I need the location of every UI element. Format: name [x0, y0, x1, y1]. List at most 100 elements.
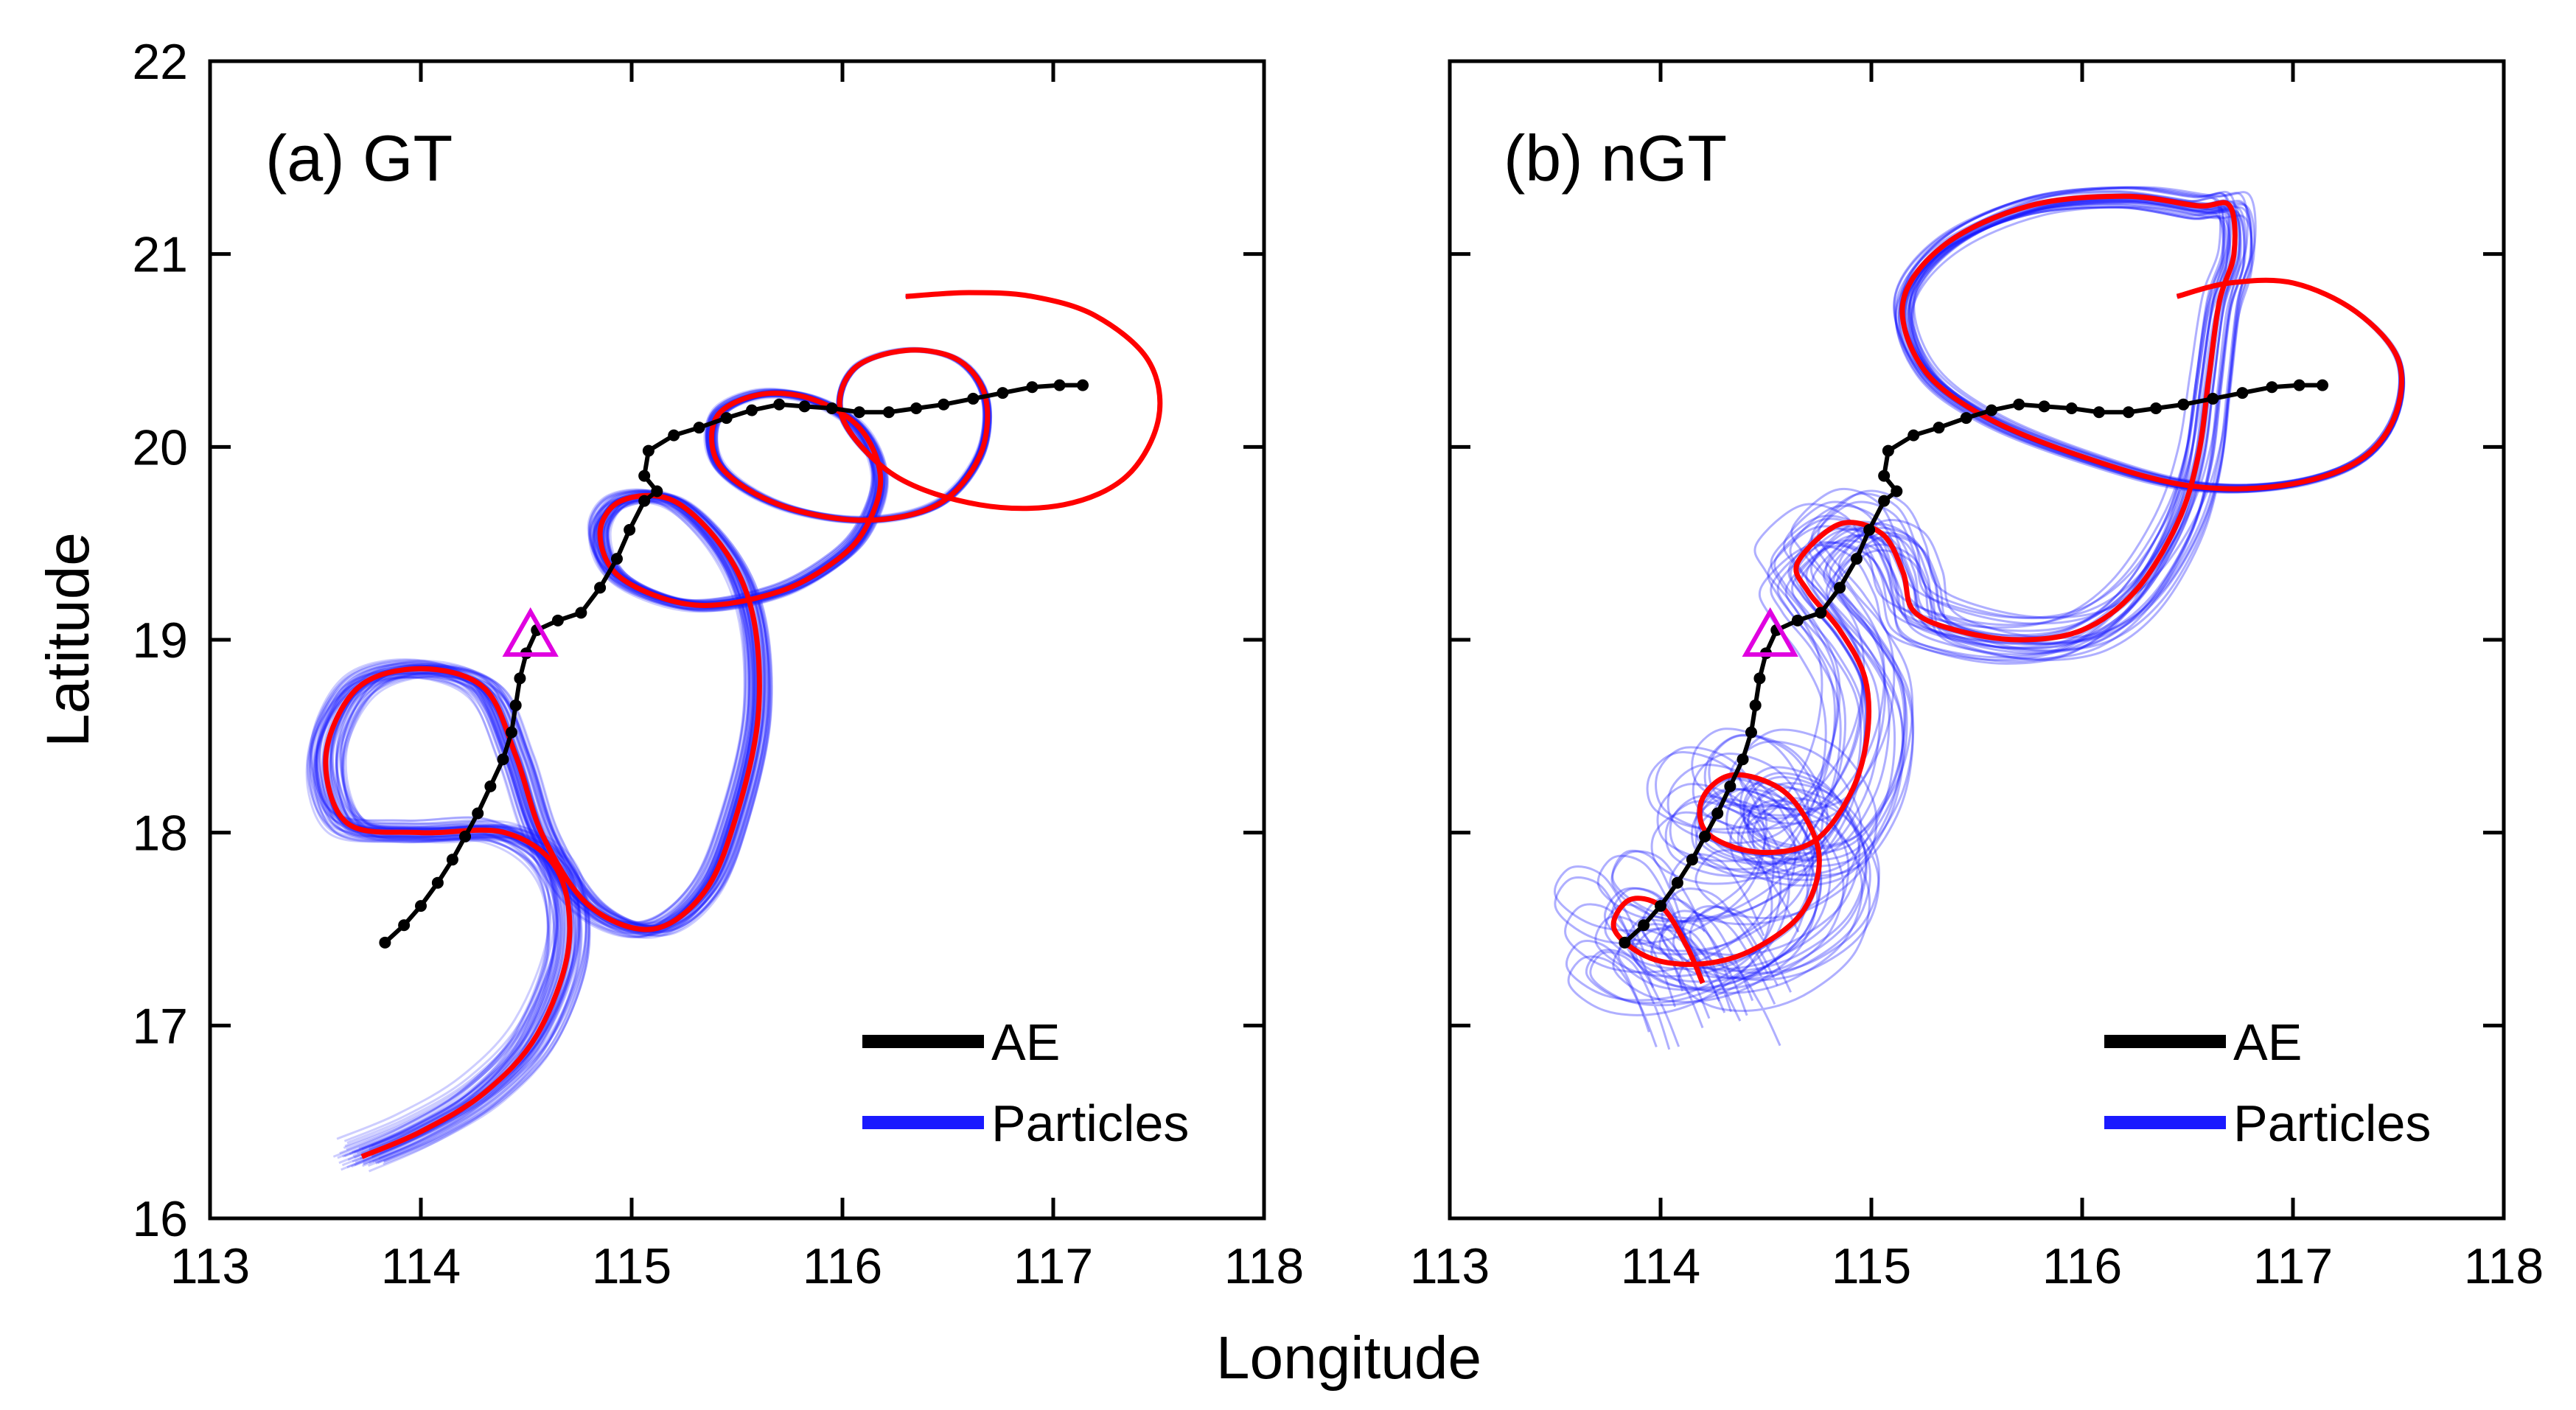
- ae-track-point: [825, 402, 838, 414]
- ae-track-point: [505, 726, 517, 739]
- particle-trajectory: [1611, 186, 2404, 936]
- y-tick-label: 22: [132, 34, 188, 90]
- ae-track-point: [720, 412, 733, 425]
- x-tick-label: 113: [1410, 1238, 1490, 1294]
- ae-track-point: [431, 876, 444, 889]
- x-tick-label: 113: [170, 1238, 250, 1294]
- ae-track-point: [1686, 854, 1698, 866]
- ae-track-point: [642, 444, 655, 457]
- mean-trajectory: [323, 290, 1163, 1159]
- ae-track-point: [1711, 807, 1724, 820]
- ae-track-point: [1619, 936, 1631, 949]
- ae-track-point: [2266, 381, 2278, 394]
- plot-area-ngt: [1554, 186, 2406, 1050]
- ae-track-point: [1026, 381, 1039, 394]
- ticks-ngt: 113 114 115 116 117 118: [1410, 59, 2544, 1294]
- y-tick-label: 20: [132, 419, 188, 475]
- particle-trajectory: [1554, 189, 2401, 957]
- ae-track-point: [1753, 672, 1766, 685]
- ae-track-point: [2317, 379, 2329, 391]
- panel-label-gt: (a) GT: [265, 122, 453, 195]
- ae-track-point: [1699, 830, 1711, 842]
- axes-frame-gt: [208, 59, 1266, 1221]
- ae-track-point: [910, 402, 923, 414]
- ticks-gt: 113 114 115 116 117 118 16 17 18 19 20 21 22: [132, 34, 1304, 1294]
- ae-track-point: [551, 614, 564, 627]
- panel-ngt: 113 114 115 116 117 118 (b) nGT AE Particles: [1410, 59, 2544, 1294]
- legend-gt: AE Particles: [862, 1013, 1189, 1152]
- ae-track-point: [1960, 412, 1972, 425]
- ae-track-point: [693, 422, 705, 434]
- ae-track-point: [610, 553, 623, 565]
- particle-trajectory: [1594, 199, 2403, 1008]
- ae-track-point: [1882, 444, 1894, 457]
- ae-track-point: [379, 936, 391, 949]
- particle-trajectory: [1617, 200, 2403, 1019]
- ae-track-point: [1834, 582, 1846, 594]
- ae-track-point: [1736, 753, 1749, 766]
- ae-track-point: [798, 400, 811, 413]
- particle-trajectory: [1603, 193, 2402, 974]
- particle-trajectories: [1554, 186, 2406, 1050]
- ae-track-point: [1749, 699, 1762, 711]
- particle-trajectory: [1678, 206, 2405, 1047]
- ae-track-point: [497, 753, 509, 766]
- ae-track-point: [1671, 876, 1683, 889]
- ae-track-point: [1907, 429, 1920, 442]
- ae-track-point: [2150, 402, 2163, 414]
- x-tick-label: 116: [2042, 1238, 2122, 1294]
- ae-track-point: [638, 470, 651, 482]
- y-tick-label: 18: [132, 806, 188, 862]
- ae-track-point: [1815, 607, 1827, 619]
- ae-track-point: [2122, 406, 2135, 419]
- ae-track-point: [415, 900, 427, 912]
- x-tick-label: 114: [381, 1238, 461, 1294]
- ae-track-point: [2013, 398, 2025, 411]
- ae-track-point: [1077, 379, 1089, 391]
- y-tick-label: 16: [132, 1191, 188, 1247]
- x-tick-label: 115: [1832, 1238, 1911, 1294]
- ae-track-point: [459, 830, 472, 842]
- y-tick-label: 21: [132, 227, 188, 283]
- ae-track-point: [938, 398, 950, 411]
- particle-trajectory: [310, 291, 1161, 1140]
- x-tick-label: 115: [592, 1238, 671, 1294]
- ae-track-point: [1724, 780, 1736, 792]
- legend-label-ae: AE: [2233, 1013, 2302, 1071]
- x-tick-label: 116: [803, 1238, 882, 1294]
- ae-track-point: [1850, 553, 1863, 565]
- ae-track-point: [2177, 398, 2190, 411]
- origin-triangle-marker: [1742, 607, 1798, 657]
- y-tick-label: 19: [132, 612, 188, 669]
- ae-track-point: [1745, 726, 1757, 739]
- ae-track-point: [514, 672, 526, 685]
- ae-track-point: [746, 404, 758, 416]
- ae-track-point: [1053, 379, 1066, 391]
- ae-track-point: [2038, 400, 2050, 413]
- ae-track-point: [2236, 387, 2249, 399]
- particle-trajectory: [1589, 206, 2403, 1050]
- panel-label-ngt: (b) nGT: [1504, 122, 1727, 195]
- legend-label-particles: Particles: [2233, 1095, 2431, 1152]
- ae-track-point: [624, 523, 636, 536]
- ae-track-point: [398, 919, 411, 932]
- ae-track-point: [1986, 404, 1998, 416]
- y-axis-title: Latitude: [35, 532, 102, 747]
- x-axis-title: Longitude: [1216, 1325, 1481, 1392]
- legend-label-ae: AE: [991, 1013, 1060, 1071]
- ae-track-point: [594, 582, 607, 594]
- ae-track-point: [651, 485, 663, 498]
- particle-trajectory: [1567, 206, 2401, 1048]
- ae-track-point: [472, 807, 484, 820]
- x-tick-label: 117: [1013, 1238, 1093, 1294]
- ae-track-point: [668, 429, 680, 442]
- ae-track-point: [1878, 495, 1891, 507]
- legend-ngt: AE Particles: [2104, 1013, 2431, 1152]
- x-tick-label: 118: [1224, 1238, 1304, 1294]
- ae-track-point: [2092, 406, 2105, 419]
- particle-trajectory: [1669, 186, 2404, 937]
- plot-area-gt: [305, 290, 1163, 1173]
- ae-track-point: [2293, 379, 2306, 391]
- particle-trajectory: [1554, 191, 2401, 961]
- ae-track-point: [2207, 392, 2219, 405]
